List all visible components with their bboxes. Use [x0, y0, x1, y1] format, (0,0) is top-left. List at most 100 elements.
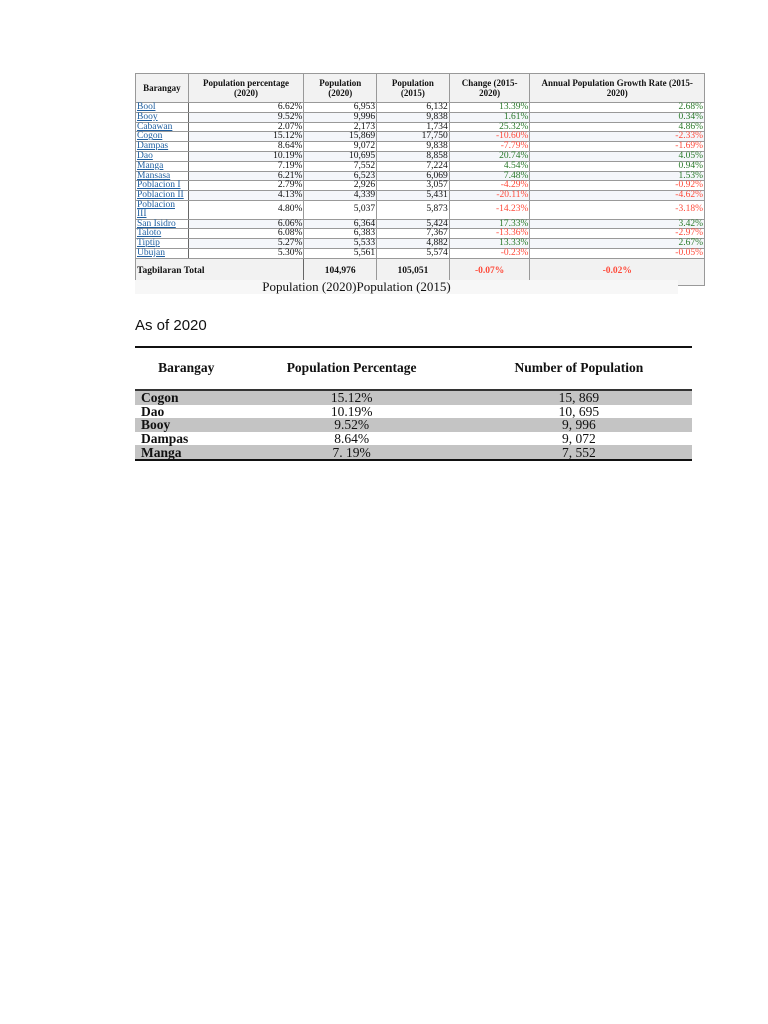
table-row: Dao 10.19% 10,695 8,858 20.74% 4.05% — [135, 150, 705, 162]
data-cell: 4.80% — [187, 199, 305, 220]
data-cell: -4.62% — [529, 190, 705, 201]
column-header: Barangay — [135, 347, 238, 391]
data-cell: 8,858 — [376, 150, 450, 162]
data-cell: 0.94% — [529, 160, 705, 172]
table-row: Poblacion III 4.80% 5,037 5,873 -14.23% -3.18… — [135, 199, 705, 220]
data-cell: 5,533 — [303, 238, 378, 249]
data-cell: -1.69% — [529, 141, 705, 152]
data-cell: 4,882 — [376, 238, 450, 249]
table-row: Ubujan 5.30% 5,561 5,574 -0.23% -0.05% — [135, 247, 705, 259]
table-row: Manga 7.19% 7,552 7,224 4.54% 0.94% — [135, 160, 705, 172]
data-cell: 15, 869 — [465, 390, 692, 405]
column-header: Change (2015-2020) — [448, 73, 531, 103]
barangay-link[interactable]: Poblacion II — [137, 190, 184, 201]
data-cell: 7.19% — [187, 160, 305, 172]
data-cell: 7. 19% — [237, 445, 466, 460]
barangay-link[interactable]: Tiptip — [137, 238, 160, 249]
data-cell: 9,072 — [303, 141, 378, 152]
data-cell: 1.61% — [448, 111, 531, 123]
table-row: Booy 9.52% 9,996 9,838 1.61% 0.34% — [135, 111, 705, 123]
data-cell: 9,838 — [376, 111, 450, 123]
table-row: Poblacion I 2.79% 2,926 3,057 -4.29% -0.92% — [135, 180, 705, 192]
barangay-cell: Ubujan — [135, 247, 189, 259]
data-cell: 4.05% — [529, 150, 705, 162]
data-cell: 5,431 — [376, 190, 450, 201]
barangay-link[interactable]: Poblacion III — [137, 199, 175, 219]
data-cell: 9, 996 — [465, 418, 692, 432]
data-cell: 10, 695 — [558, 403, 600, 419]
barangay-link[interactable]: Cabawan — [137, 121, 173, 132]
barangay-cell: Dao — [141, 403, 165, 419]
data-cell: 6,132 — [376, 102, 450, 113]
table-row: Cogon 15.12% 15, 869 — [135, 390, 692, 405]
table-row: Manga 7. 19% 7, 552 — [135, 445, 692, 460]
barangay-link[interactable]: San Isidro — [137, 218, 176, 229]
barangay-link[interactable]: Poblacion I — [137, 180, 181, 191]
data-cell: 4.13% — [187, 190, 305, 201]
table-row: Bool 6.62% 6,953 6,132 13.39% 2.68% — [135, 102, 705, 113]
chart-caption: Population (2020)Population (2015) — [135, 280, 678, 294]
barangay-link[interactable]: Ubujan — [137, 247, 165, 258]
barangay-link[interactable]: Bool — [137, 102, 156, 112]
data-cell: 7,552 — [303, 160, 378, 172]
data-cell: 13.33% — [448, 238, 531, 249]
barangay-cell: Cogon — [135, 390, 238, 405]
data-cell: 13.39% — [448, 102, 531, 113]
data-cell: 8.64% — [334, 431, 370, 447]
data-cell: 8.64% — [187, 141, 305, 152]
column-header: Population percentage (2020) — [187, 73, 305, 103]
column-header: Population Percentage — [237, 347, 466, 391]
column-header: Number of Population — [465, 347, 692, 391]
data-cell: 9,996 — [303, 111, 378, 123]
data-cell: 5,037 — [303, 199, 378, 220]
barangay-cell: Dampas — [141, 431, 189, 447]
data-cell: 10.19% — [330, 403, 373, 419]
data-cell: 9,838 — [376, 141, 450, 152]
data-cell: -3.18% — [529, 199, 705, 220]
column-header: Annual Population Growth Rate (2015-2020… — [529, 73, 705, 103]
population-table: Barangay Population percentage (2020) Popu… — [134, 73, 705, 286]
data-cell: 9.52% — [187, 111, 305, 123]
data-cell: 4.54% — [448, 160, 531, 172]
table-row: Booy 9.52% 9, 996 — [135, 418, 692, 432]
barangay-link[interactable]: Cogon — [137, 131, 163, 142]
column-header: Population (2020) — [303, 73, 378, 103]
data-cell: 20.74% — [448, 150, 531, 162]
barangay-link[interactable]: Booy — [137, 111, 158, 122]
table-header-row: Barangay Population Percentage Number of P… — [135, 347, 692, 391]
table-row: Taloto 6.08% 6,383 7,367 -13.36% -2.97% — [135, 228, 705, 240]
data-cell: 15.12% — [237, 390, 466, 405]
data-cell: 6.62% — [187, 102, 305, 113]
data-cell: -0.05% — [529, 247, 705, 259]
table-row: Cogon 15.12% 15,869 17,750 -10.60% -2.33% — [135, 131, 705, 143]
data-cell: 9, 072 — [561, 431, 596, 447]
barangay-link[interactable]: Dao — [137, 150, 153, 161]
barangay-link[interactable]: Dampas — [137, 141, 169, 152]
data-cell: 2.67% — [529, 238, 705, 249]
table-row: Poblacion II 4.13% 4,339 5,431 -20.11% -4.62% — [135, 190, 705, 201]
column-header: Barangay — [135, 73, 189, 103]
barangay-link[interactable]: Mansasa — [137, 170, 171, 181]
top-barangays-table: Barangay Population Percentage Number of P… — [135, 346, 692, 461]
table-row: Tiptip 5.27% 5,533 4,882 13.33% 2.67% — [135, 238, 705, 249]
barangay-link[interactable]: Manga — [137, 160, 164, 171]
data-cell: 0.34% — [529, 111, 705, 123]
data-cell: 5,873 — [376, 199, 450, 220]
barangay-cell: Booy — [135, 418, 238, 432]
barangay-cell: Poblacion III — [135, 199, 189, 220]
column-header: Population (2015) — [376, 73, 450, 103]
table-row: Mansasa 6.21% 6,523 6,069 7.48% 1.53% — [135, 170, 705, 182]
data-cell: -0.23% — [448, 247, 531, 259]
table-row: Dao 10.19% 10, 695 — [135, 405, 692, 419]
data-cell: 10.19% — [187, 150, 305, 162]
data-cell: 10,695 — [303, 150, 378, 162]
data-cell: -7.79% — [448, 141, 531, 152]
data-cell: 2.68% — [529, 102, 705, 113]
as-of-label: As of 2020 — [135, 317, 207, 334]
data-cell: 7, 552 — [465, 445, 692, 460]
data-cell: 7,224 — [376, 160, 450, 172]
table-header-row: Barangay Population percentage (2020) Popu… — [135, 73, 705, 103]
data-cell: 6,953 — [303, 102, 378, 113]
barangay-link[interactable]: Taloto — [137, 228, 162, 239]
table-row: San Isidro 6.06% 6,364 5,424 17.33% 3.42% — [135, 218, 705, 230]
